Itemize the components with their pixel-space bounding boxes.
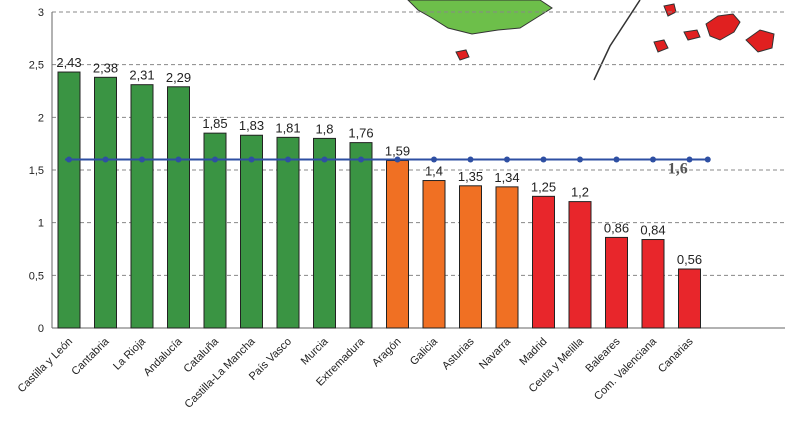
island-canarias-1 (663, 3, 677, 17)
category-label: Castilla y León (16, 336, 76, 396)
reference-marker (139, 156, 145, 163)
reference-marker (704, 156, 711, 163)
value-label: 1,8 (315, 121, 333, 136)
value-label: 1,76 (348, 126, 373, 141)
category-label: Asturias (440, 335, 477, 372)
reference-marker (577, 156, 583, 163)
reference-marker (504, 156, 510, 163)
bar (568, 201, 592, 329)
reference-marker (686, 156, 693, 163)
y-tick-label: 1,5 (29, 165, 44, 177)
island-canarias-2 (653, 39, 669, 53)
reference-marker (650, 156, 656, 163)
bar (203, 132, 227, 329)
reference-marker (321, 156, 328, 163)
reference-marker (613, 156, 620, 163)
value-label: 2,29 (166, 70, 191, 85)
value-label: 2,31 (129, 68, 154, 83)
value-label: 0,84 (640, 223, 665, 238)
y-tick-label: 1 (38, 218, 44, 230)
category-label: Cantabria (69, 335, 112, 378)
island-melilla (455, 49, 470, 61)
reference-marker (102, 156, 109, 163)
reference-line: 1,6 (65, 156, 711, 177)
bar (495, 186, 519, 329)
reference-marker (248, 156, 255, 163)
value-label: 1,85 (202, 116, 227, 131)
category-label: La Rioja (111, 335, 149, 373)
bar (459, 185, 482, 329)
category-label: Canarias (656, 335, 696, 375)
map-boundary-line (593, 0, 641, 81)
value-labels: 2,43 2,38 2,31 2,29 1,85 1,83 1,81 1,8 1,76 1,59 1… (56, 55, 702, 267)
category-label: Galicia (408, 335, 441, 368)
mainland-landmass (407, 0, 553, 35)
bar (313, 137, 336, 329)
bar (276, 136, 300, 329)
value-label: 1,34 (494, 170, 519, 185)
bar (641, 239, 665, 329)
bar (678, 268, 701, 329)
value-label: 1,25 (531, 179, 556, 194)
reference-marker (540, 156, 547, 163)
bar (422, 180, 446, 329)
category-label: Aragón (370, 336, 404, 370)
value-label: 1,59 (385, 144, 410, 159)
category-label: Navarra (477, 335, 514, 372)
reference-marker (66, 156, 72, 163)
bar (94, 76, 117, 329)
y-tick-label: 2,5 (29, 60, 44, 72)
value-label: 1,2 (571, 185, 589, 200)
y-tick-label: 2 (38, 112, 44, 124)
category-label: Andalucía (142, 335, 186, 379)
value-label: 1,4 (425, 164, 443, 179)
reference-marker (285, 156, 291, 163)
reference-marker (212, 156, 218, 163)
reference-value-label: 1,6 (668, 160, 688, 177)
reference-marker (175, 156, 182, 163)
reference-marker (358, 156, 364, 163)
bars (57, 71, 701, 329)
island-canarias-4 (705, 13, 741, 41)
category-label: Murcia (299, 335, 331, 367)
bar (167, 86, 190, 329)
value-label: 1,81 (275, 120, 300, 135)
category-label: Madrid (517, 336, 549, 368)
value-label: 1,35 (458, 169, 483, 184)
y-tick-label: 0,5 (29, 270, 44, 282)
y-tick-label: 3 (38, 7, 44, 19)
reference-marker (394, 156, 401, 163)
value-label: 1,83 (239, 118, 264, 133)
island-canarias-3 (683, 29, 701, 41)
bar (57, 71, 81, 329)
category-label: Castilla-La Mancha (183, 335, 259, 411)
value-label: 0,56 (677, 252, 702, 267)
reference-marker (467, 156, 474, 163)
value-label: 2,38 (93, 60, 118, 75)
bar (130, 84, 154, 329)
value-label: 2,43 (56, 55, 81, 70)
category-label: Com. Valenciana (592, 335, 660, 403)
island-canarias-5 (745, 29, 775, 53)
reference-marker (431, 156, 437, 163)
bar (532, 195, 555, 329)
spain-map-fragment (407, 0, 775, 81)
bar (605, 236, 628, 329)
bar (386, 160, 409, 329)
bar (240, 134, 263, 329)
y-tick-label: 0 (38, 323, 44, 335)
gridlines (52, 11, 785, 276)
bar (349, 142, 373, 329)
value-label: 0,86 (604, 220, 629, 235)
